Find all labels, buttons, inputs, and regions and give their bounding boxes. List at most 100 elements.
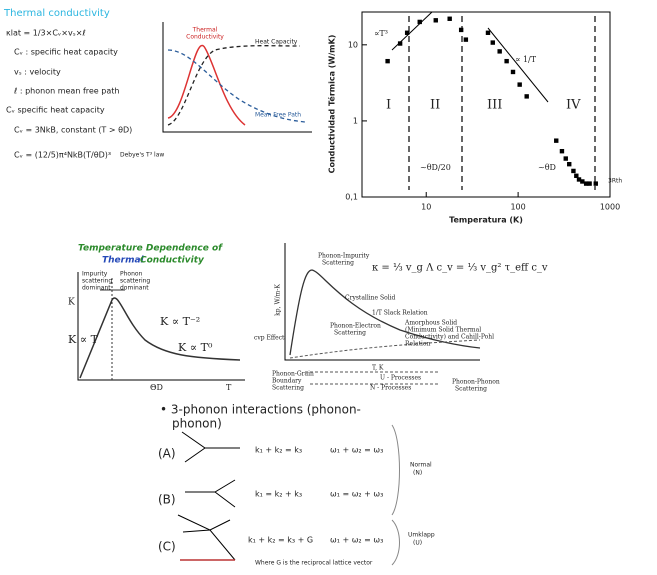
annotation: ~θD (538, 163, 556, 172)
label: Heat Capacity (255, 39, 298, 46)
label: Amorphous Solid (404, 320, 457, 327)
case: (C) (158, 540, 176, 554)
point (559, 148, 565, 154)
y-tick-label: 0,1 (345, 193, 358, 202)
axes (284, 243, 480, 361)
amorphous-curve (289, 339, 481, 359)
label: scattering (82, 278, 112, 285)
equation: k₁ + k₂ = k₃ (255, 446, 302, 455)
case: (A) (158, 447, 176, 461)
diagram-a (181, 431, 240, 463)
label: Conductivity) and Cahill-Pohl (405, 334, 494, 341)
label: Scattering (455, 386, 487, 393)
point (574, 173, 579, 178)
y-tick-label: 1 (353, 116, 358, 125)
label: Phonon-Phonon (452, 379, 500, 386)
x-tick-label: 100 (510, 203, 525, 212)
x-tick-label: 10 (421, 203, 431, 212)
equation: ω₁ + ω₂ = ω₃ (330, 446, 383, 455)
point (563, 156, 568, 161)
point (490, 40, 495, 45)
label: K (68, 298, 75, 308)
label: Impurity (82, 271, 108, 278)
case: (B) (158, 493, 176, 507)
point (567, 161, 572, 167)
title: Conductivity (140, 256, 205, 266)
point (497, 49, 502, 54)
label: ΘD (150, 383, 163, 392)
sketch: Temperature Dependence of Thermal Conduc… (68, 244, 245, 392)
point (504, 58, 509, 64)
label: Crystalline Solid (345, 295, 396, 302)
label: Phonon-Grain (272, 371, 314, 378)
label: Phonon-Impurity (318, 253, 370, 260)
annotation: ∝T³ (374, 29, 388, 38)
point (510, 69, 516, 75)
region: IV (566, 98, 581, 113)
diagram-b (185, 479, 236, 508)
crystal-curve (289, 269, 481, 356)
label: Conductivity (186, 34, 224, 41)
title: Thermal (102, 256, 145, 266)
group: (U) (413, 540, 422, 547)
title: Thermal conductivity (3, 8, 110, 19)
range-arrows (305, 371, 440, 385)
axes (162, 22, 312, 133)
region: II (430, 98, 440, 113)
label: dominant (82, 285, 111, 292)
point (447, 16, 452, 21)
label: Scattering (272, 385, 304, 392)
y-axis-label: Conductividad Térmica (W/mK) (327, 35, 337, 174)
item: Cᵥ = (12/5)π⁴NkB(T/θD)³ (14, 151, 111, 160)
label: Relation (405, 341, 431, 348)
plot-frame (361, 11, 611, 198)
point (576, 177, 582, 182)
point (433, 18, 438, 23)
formula: κ = ⅓ v_g Λ c_v = ⅓ v_g² τ_eff c_v (372, 263, 548, 274)
point (524, 94, 529, 99)
label: dominant (120, 285, 149, 292)
log-plot: ∝T³ ∝ 1/T ~θD/20 ~θD 3Rth I II III IV Te… (327, 11, 622, 225)
x-tick-label: 1000 (600, 203, 620, 212)
label: K ∝ T⁻² (160, 315, 200, 328)
point (463, 37, 469, 42)
point (517, 82, 522, 87)
curve-plot: κ = ⅓ v_g Λ c_v = ⅓ v_g² τ_eff c_v Phono… (254, 243, 548, 393)
region: I (386, 98, 391, 113)
label: Mean Free Path (255, 112, 301, 119)
point (554, 138, 559, 143)
phonon-panel: • 3-phonon interactions (phonon- phonon)… (158, 403, 435, 567)
label: K ∝ T⁰ (178, 341, 213, 354)
label: scattering (120, 278, 150, 285)
label: Boundary (272, 378, 302, 385)
x-axis-label: Temperatura (K) (449, 216, 523, 225)
equation: ω₁ + ω₂ = ω₃ (330, 536, 383, 545)
notes-panel: Thermal conductivity κlat = 1/3×Cᵥ×vₛ×ℓ … (3, 8, 164, 160)
item: vₛ : velocity (14, 68, 61, 77)
item: Cᵥ = 3NkB, constant (T > θD) (14, 126, 132, 135)
point (593, 181, 598, 186)
label: K ∝ T (68, 333, 99, 346)
label: Scattering (322, 260, 354, 267)
point (458, 27, 464, 33)
group: Normal (410, 462, 432, 469)
label: T (226, 383, 232, 392)
brace (391, 424, 400, 566)
label: Scattering (334, 330, 366, 337)
point (583, 181, 589, 186)
y-tick-label: 10 (348, 40, 358, 49)
diagram-c (177, 514, 236, 561)
label: Phonon (120, 271, 143, 278)
schematic: Thermal Conductivity Heat Capacity Mean … (162, 22, 312, 133)
equation: k₁ + k₂ = k₃ + G (248, 536, 313, 545)
equation: ω₁ = ω₂ + ω₃ (330, 490, 383, 499)
trend-line (487, 27, 549, 103)
region: III (487, 98, 502, 113)
curve (79, 297, 241, 379)
item: ℓ : phonon mean free path (13, 87, 119, 96)
point (580, 179, 585, 184)
label: T, K (372, 365, 384, 372)
item: κlat = 1/3×Cᵥ×vₛ×ℓ (6, 29, 86, 38)
label: 1/T Slack Relation (372, 310, 428, 317)
